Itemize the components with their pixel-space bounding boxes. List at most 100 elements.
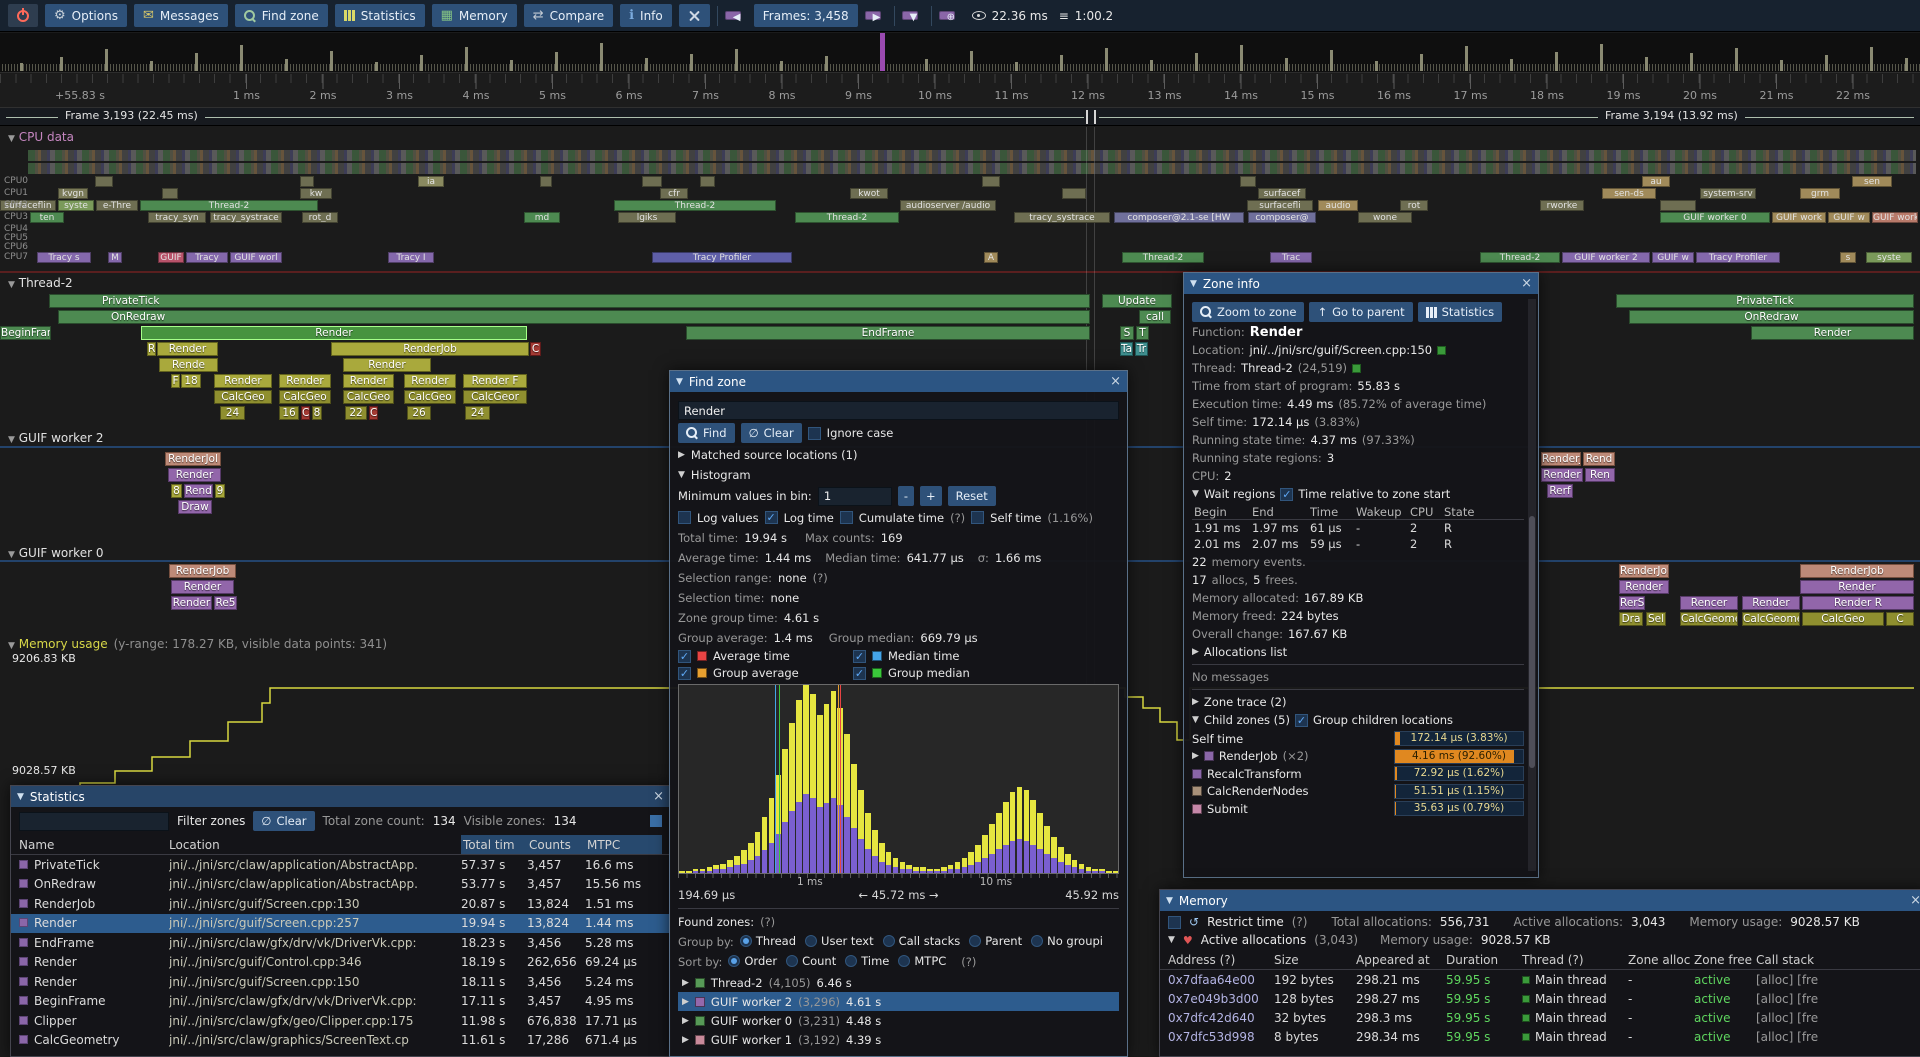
timeline-zone[interactable]: Draw xyxy=(178,500,212,514)
stat-name[interactable]: OnRedraw xyxy=(19,877,169,891)
cpu-zone[interactable]: lgiks xyxy=(618,212,676,223)
cpu-zone[interactable]: Tracy xyxy=(186,252,228,263)
cpu-zone[interactable]: GUIF worker 1 xyxy=(1872,212,1918,223)
cpu-zone[interactable]: rot xyxy=(1400,200,1428,211)
stat-name[interactable]: Render xyxy=(19,955,169,969)
timeline-zone[interactable]: RenderJol xyxy=(165,452,221,466)
allocation-row[interactable]: 0x7e049b3d00 128 bytes 298.27 ms 59.95 s Mai… xyxy=(1160,989,1920,1008)
stat-location[interactable]: jni/../jni/src/claw/gfx/drv/vk/DriverVk.… xyxy=(169,935,417,950)
cpu-zone[interactable]: wone xyxy=(1358,212,1412,223)
expand-icon[interactable]: ▶ xyxy=(1192,697,1199,707)
timeline-zone[interactable]: CalcGeor xyxy=(463,390,527,404)
scrollbar-thumb[interactable] xyxy=(1529,516,1535,769)
timeline-zone[interactable]: RenderJ xyxy=(1541,452,1581,466)
timeline-zone[interactable]: C xyxy=(301,406,310,420)
filter-zones-input[interactable] xyxy=(19,811,169,831)
next-frame-button[interactable]: ▶ xyxy=(864,11,881,23)
allocations-table-header[interactable]: Address (?) Size Appeared at Duration Thread… xyxy=(1160,951,1920,970)
window-titlebar[interactable]: ▼ Find zone × xyxy=(670,371,1127,392)
cpu-zone[interactable]: kw xyxy=(300,188,332,199)
find-zone-histogram[interactable] xyxy=(678,684,1119,874)
allocation-column-header[interactable]: Duration xyxy=(1446,953,1499,967)
cpu-zone[interactable]: GUIF worker 2 xyxy=(1562,252,1650,263)
alloc-appeared[interactable]: 298.34 ms xyxy=(1356,1029,1420,1044)
child-zone-row[interactable]: ▶ RenderJob (×2) 4.16 ms (92.60%) xyxy=(1192,748,1524,766)
reset-button[interactable]: Reset xyxy=(947,486,996,506)
expand-icon[interactable]: ▶ xyxy=(1192,751,1199,762)
timeline-zone[interactable]: 16 xyxy=(279,406,299,420)
toolbar-button-compare[interactable]: ⇄ Compare xyxy=(523,4,614,27)
timeline-zone[interactable]: Dra xyxy=(1619,612,1643,626)
allocation-row[interactable]: 0x7dfc53d998 8 bytes 298.34 ms 59.95 s Main … xyxy=(1160,1027,1920,1046)
stat-name[interactable]: BeginFrame xyxy=(19,994,169,1008)
collapse-icon[interactable]: ▼ xyxy=(8,641,15,651)
timeline-zone[interactable]: R xyxy=(147,342,156,356)
expand-icon[interactable]: ▶ xyxy=(682,977,689,988)
close-icon[interactable]: × xyxy=(653,789,664,804)
min-bin-input[interactable] xyxy=(817,486,892,506)
cpu-zone[interactable]: M xyxy=(108,252,122,263)
frame-label-left[interactable]: Frame 3,193 (22.45 ms) xyxy=(58,109,205,122)
timeline-zone[interactable]: 9 xyxy=(215,484,225,498)
alloc-call-stack[interactable]: [alloc] [fre xyxy=(1756,991,1819,1006)
stat-location[interactable]: jni/../jni/src/claw/application/Abstract… xyxy=(169,877,418,892)
window-titlebar[interactable]: ▼ Zone info × xyxy=(1184,273,1538,294)
cpu-zone[interactable]: Thread-2 xyxy=(1122,252,1204,263)
zoom-to-zone-button[interactable]: Zoom to zone xyxy=(1192,302,1305,322)
cpu-zone[interactable]: system-srv xyxy=(1700,188,1756,199)
statistics-row[interactable]: EndFrame jni/../jni/src/claw/gfx/drv/vk/D… xyxy=(11,933,670,953)
group-by-call-stacks[interactable]: Call stacks xyxy=(882,934,960,948)
timeline-zone[interactable]: EndFrame xyxy=(686,326,1090,340)
alloc-call-stack[interactable]: [alloc] [fre xyxy=(1756,972,1819,987)
cpu-zone[interactable] xyxy=(982,176,1000,187)
found-zone-group[interactable]: ▶ Thread-2 (4,105) 6.46 s xyxy=(678,973,1119,992)
cpu-zone[interactable] xyxy=(162,188,178,199)
clear-button[interactable]: ∅ Clear xyxy=(740,423,802,443)
toolbar-button-messages[interactable]: ✉ Messages xyxy=(133,4,228,27)
cpu-zone[interactable]: tracy_systrace xyxy=(210,212,282,223)
cpu-zone[interactable]: kwot xyxy=(850,188,888,199)
expand-icon[interactable]: ▶ xyxy=(1192,647,1199,657)
expand-icon[interactable]: ▶ xyxy=(678,449,685,460)
cpu-zone[interactable]: GUIF xyxy=(158,252,184,263)
allocation-row[interactable]: 0x7dfaa64e00 192 bytes 298.21 ms 59.95 s Mai… xyxy=(1160,970,1920,989)
found-zone-group[interactable]: ▶ GUIF worker 1 (3,192) 4.39 s xyxy=(678,1030,1119,1049)
frame-set-dropdown-button[interactable]: ▼ xyxy=(901,11,918,23)
column-header-mtpc[interactable]: MTPC xyxy=(585,835,662,854)
timeline-zone[interactable]: 24 xyxy=(220,406,245,420)
stat-location[interactable]: jni/../jni/src/guif/Control.cpp:346 xyxy=(169,955,362,970)
cpu-zone[interactable] xyxy=(300,176,314,187)
statistics-row[interactable]: Clipper jni/../jni/src/claw/gfx/geo/Clipp… xyxy=(11,1011,670,1031)
alloc-appeared[interactable]: 298.3 ms xyxy=(1356,1010,1413,1025)
goto-frame-button[interactable]: ⊕ xyxy=(938,11,955,23)
cpu-zone[interactable]: GUIF worker 0 xyxy=(1660,212,1770,223)
window-titlebar[interactable]: ▼ Memory × xyxy=(1160,890,1920,911)
find-button[interactable]: Find xyxy=(678,423,735,443)
stat-name[interactable]: Render xyxy=(19,975,169,989)
statistics-row[interactable]: Render jni/../jni/src/guif/Screen.cpp:257… xyxy=(11,913,670,933)
cpu-zone[interactable]: grm xyxy=(1800,188,1840,199)
timeline-zone[interactable]: Rencer xyxy=(1680,596,1738,610)
collapse-icon[interactable]: ▼ xyxy=(17,791,24,802)
timeline-zone[interactable]: RenderJob xyxy=(331,342,529,356)
cpu-zone[interactable]: GUIF work xyxy=(1772,212,1826,223)
ignore-case-checkbox[interactable] xyxy=(807,426,821,440)
cpu-zone[interactable]: ia xyxy=(418,176,444,187)
expand-icon[interactable]: ▶ xyxy=(682,996,689,1007)
cpu-zone[interactable]: Tracy s xyxy=(37,252,91,263)
cpu-zone[interactable]: md xyxy=(524,212,560,223)
thread-header[interactable]: ▼ Thread-2 xyxy=(8,276,73,290)
restrict-time-checkbox[interactable] xyxy=(1168,915,1181,929)
cpu-zone[interactable] xyxy=(540,176,552,187)
thread-header[interactable]: ▼ GUIF worker 0 xyxy=(8,546,103,560)
timeline-zone[interactable]: Render xyxy=(279,374,331,388)
statistics-row[interactable]: Render jni/../jni/src/guif/Control.cpp:34… xyxy=(11,953,670,973)
legend-checkbox[interactable]: ✓ xyxy=(853,666,866,680)
time-relative-checkbox[interactable]: ✓ xyxy=(1280,487,1294,501)
toolbar-button-options[interactable]: ⚙ Options xyxy=(45,4,127,27)
timeline-zone[interactable]: Render xyxy=(157,342,218,356)
timeline-zone[interactable]: RenderJob xyxy=(169,564,236,578)
group-by-parent[interactable]: Parent xyxy=(969,934,1022,948)
self-time-checkbox[interactable] xyxy=(971,511,985,524)
